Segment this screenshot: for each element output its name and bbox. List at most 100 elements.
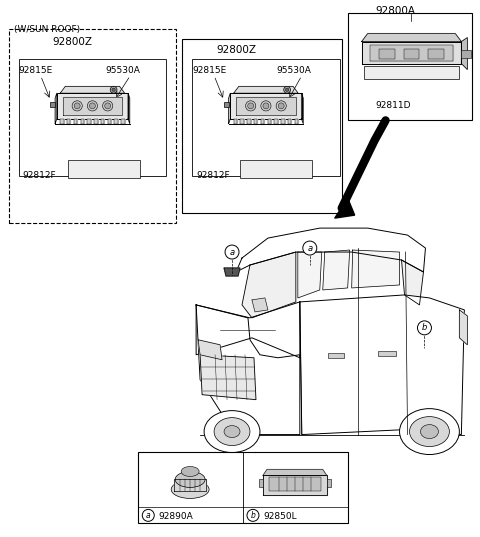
- Polygon shape: [234, 119, 237, 124]
- Polygon shape: [352, 250, 399, 288]
- Polygon shape: [228, 93, 230, 124]
- Polygon shape: [234, 86, 298, 93]
- Polygon shape: [242, 252, 296, 318]
- Bar: [404, 48, 420, 59]
- Polygon shape: [230, 93, 301, 119]
- Circle shape: [286, 88, 289, 91]
- Polygon shape: [335, 198, 355, 218]
- Text: a: a: [229, 248, 235, 257]
- Text: b: b: [422, 323, 427, 332]
- Ellipse shape: [278, 103, 284, 109]
- Polygon shape: [60, 86, 125, 93]
- Polygon shape: [263, 469, 327, 475]
- Bar: [429, 48, 444, 59]
- Text: 95530A: 95530A: [106, 66, 140, 75]
- Polygon shape: [67, 119, 71, 124]
- Bar: [348, 13, 472, 120]
- Ellipse shape: [72, 101, 82, 111]
- Ellipse shape: [420, 425, 438, 439]
- Polygon shape: [114, 119, 118, 124]
- Bar: [327, 480, 331, 488]
- Polygon shape: [281, 119, 285, 124]
- Polygon shape: [247, 119, 251, 124]
- Polygon shape: [361, 34, 461, 41]
- Polygon shape: [459, 310, 468, 345]
- Text: 92811D: 92811D: [376, 101, 411, 111]
- Polygon shape: [300, 295, 464, 434]
- Ellipse shape: [87, 101, 97, 111]
- Polygon shape: [224, 268, 240, 276]
- Ellipse shape: [181, 467, 199, 476]
- Text: 92815E: 92815E: [19, 66, 53, 75]
- Circle shape: [142, 510, 154, 521]
- Polygon shape: [402, 260, 423, 305]
- Polygon shape: [87, 119, 91, 124]
- Polygon shape: [200, 355, 256, 400]
- Ellipse shape: [248, 103, 253, 109]
- Polygon shape: [236, 97, 296, 115]
- Circle shape: [225, 245, 239, 259]
- Polygon shape: [121, 119, 125, 124]
- Ellipse shape: [224, 426, 240, 438]
- Polygon shape: [240, 119, 244, 124]
- Polygon shape: [57, 93, 128, 119]
- Bar: [138, 452, 348, 524]
- Ellipse shape: [214, 418, 250, 446]
- Polygon shape: [275, 119, 278, 124]
- Polygon shape: [261, 119, 264, 124]
- Ellipse shape: [74, 103, 80, 109]
- Bar: [19, 59, 166, 176]
- Bar: [240, 160, 312, 178]
- Ellipse shape: [409, 417, 449, 447]
- Polygon shape: [295, 119, 298, 124]
- Text: a: a: [146, 511, 151, 520]
- Ellipse shape: [103, 101, 113, 111]
- Text: 92800Z: 92800Z: [216, 45, 256, 55]
- Text: a: a: [307, 244, 312, 252]
- Ellipse shape: [89, 103, 96, 109]
- Polygon shape: [81, 119, 84, 124]
- Ellipse shape: [276, 101, 286, 111]
- Polygon shape: [60, 119, 64, 124]
- Text: 92890A: 92890A: [158, 512, 193, 521]
- Ellipse shape: [261, 101, 271, 111]
- Polygon shape: [74, 119, 77, 124]
- Bar: [259, 480, 263, 488]
- Polygon shape: [298, 252, 322, 298]
- Text: 92812F: 92812F: [196, 171, 230, 180]
- Text: b: b: [251, 511, 255, 520]
- Polygon shape: [361, 41, 461, 63]
- Bar: [224, 101, 228, 107]
- Text: 92800A: 92800A: [376, 6, 416, 16]
- Bar: [461, 49, 471, 57]
- Polygon shape: [370, 45, 454, 61]
- Text: (W/SUN ROOF): (W/SUN ROOF): [13, 25, 80, 34]
- Ellipse shape: [263, 103, 269, 109]
- Polygon shape: [101, 119, 104, 124]
- Polygon shape: [196, 302, 300, 358]
- Bar: [9, 28, 176, 223]
- Polygon shape: [263, 475, 327, 496]
- Ellipse shape: [105, 103, 111, 109]
- Polygon shape: [174, 480, 206, 491]
- Polygon shape: [252, 298, 268, 312]
- Text: 95530A: 95530A: [276, 66, 311, 75]
- Text: 92800Z: 92800Z: [52, 37, 93, 47]
- Polygon shape: [55, 93, 57, 124]
- Circle shape: [247, 510, 259, 521]
- Bar: [182, 39, 342, 213]
- Bar: [69, 160, 140, 178]
- Bar: [364, 66, 459, 79]
- Polygon shape: [461, 38, 468, 69]
- Polygon shape: [63, 97, 122, 115]
- Ellipse shape: [171, 481, 209, 498]
- Polygon shape: [236, 228, 425, 272]
- Polygon shape: [108, 119, 111, 124]
- Polygon shape: [288, 119, 291, 124]
- Ellipse shape: [204, 411, 260, 453]
- Polygon shape: [128, 93, 130, 124]
- Circle shape: [110, 86, 117, 93]
- Circle shape: [112, 88, 115, 91]
- Polygon shape: [268, 119, 271, 124]
- Circle shape: [284, 86, 290, 93]
